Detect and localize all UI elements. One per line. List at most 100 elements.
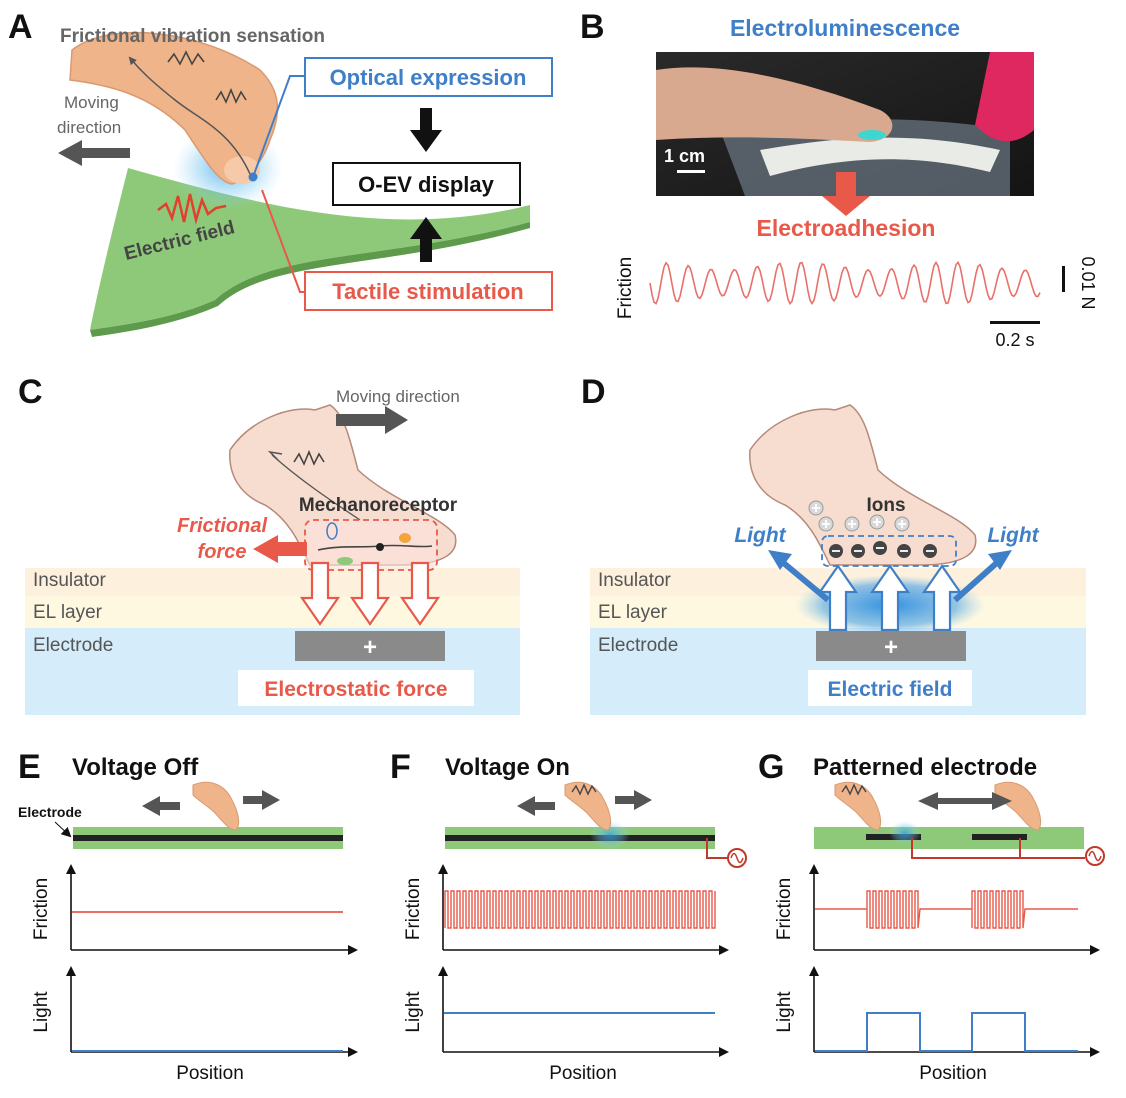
finger-g-1 [834,781,882,831]
electroadhesion-label: Electroadhesion [757,215,936,241]
optical-connector [252,75,305,178]
panel-d: D Insulator EL layer Electrode Ions [581,373,1086,715]
electrode-pad-2 [972,834,1027,840]
field-arrow-3 [921,564,963,632]
vibration-squiggle-f [571,783,597,796]
tactile-box [304,271,553,311]
panel-label-e: E [18,748,41,786]
electric-field-label-d: Electric field [828,678,953,701]
vibration-squiggle-2 [215,87,247,104]
panel-label-a: A [8,8,33,46]
friction-trace-f [444,890,716,929]
friction-trace-b [649,260,1041,306]
tactile-stimulation: Tactile stimulation [332,279,524,304]
light-label-e: Light [31,991,52,1033]
time-scale-bar [990,321,1040,324]
light-label-f: Light [403,991,424,1033]
light-arrow-left [778,557,830,603]
title-f: Voltage On [445,754,570,781]
electrode-block-c [295,631,445,661]
oev-display: O-EV display [358,172,494,197]
down-arrow-a [410,108,442,152]
field-label-box [808,670,972,706]
force-scale-bar [1062,266,1065,292]
field-arrow-1 [817,564,859,632]
scale-bar-photo [677,170,705,173]
receptor-green [337,557,353,565]
light-label-left: Light [734,524,786,547]
photo-glow [858,130,886,140]
position-label-g: Position [919,1063,987,1084]
force-arrow-2 [349,561,391,626]
moving-arrow-c [336,406,408,434]
panel-f: F Voltage On Friction Light Position [390,748,747,1084]
friction-label-e: Friction [31,878,52,940]
moving-direction-a-1: Moving [64,93,119,112]
finger-e [192,781,240,831]
force-scale-label: 0.01 N [1078,256,1098,309]
vibration-squiggle-1 [167,50,205,66]
frictional-force-arrow [253,535,307,563]
title-a: Frictional vibration sensation [60,26,325,47]
arrow-left-e [142,796,180,816]
finger-a [69,31,279,185]
tactile-connector [261,189,305,293]
light-trace-g [815,1012,1078,1052]
friction-label-g: Friction [774,878,795,940]
panel-e: E Voltage Off Electrode Friction Light P… [18,748,358,1084]
moving-direction-a-2: direction [57,118,121,137]
el-layer-c [25,596,520,628]
light-arrow-right-head [988,550,1012,570]
frictional-force-2: force [198,541,247,563]
ac-sine-icon-g [1088,850,1102,862]
panel-b: B Electroluminescence 1 cm Electroadhesi… [580,8,1098,350]
light-arrow-right [953,557,1002,603]
arrow-right-e [243,790,280,810]
electrode-label-d: Electrode [598,635,678,656]
light-label-right: Light [987,524,1039,547]
plus-c: + [363,634,377,661]
source-wire-f [706,838,728,859]
scale-1cm: 1 cm [664,146,705,166]
receptor-node [376,543,384,551]
time-scale-label: 0.2 s [995,330,1034,350]
insulator-label-c: Insulator [33,570,107,591]
insulator-layer-c [25,568,520,596]
force-arrow-3 [399,561,441,626]
el-layer-label-c: EL layer [33,602,103,623]
substrate-g [814,827,1084,849]
panel-g: G Patterned electrode Friction Light Pos… [758,748,1105,1084]
field-arrow-2 [869,564,911,632]
friction-label-b: Friction [615,257,636,319]
panel-label-g: G [758,748,784,786]
optical-expression: Optical expression [330,65,527,90]
electrode-pointer-e [54,821,72,838]
electroadhesion-arrow [822,172,870,216]
photo-film [760,137,1000,176]
light-arrow-left-head [768,550,792,570]
electrode-strip-e [73,835,343,841]
vibration-squiggle-c [293,449,325,466]
electric-wave-a [157,193,227,225]
moving-arrow-a [58,140,130,166]
photo-probe [975,52,1034,142]
receptor-orange [399,533,411,543]
photo-finger [656,67,893,142]
panel-label-d: D [581,373,606,411]
receptor-blue [326,522,338,540]
arrow-right-f [615,790,652,810]
light-label-g: Light [774,991,795,1033]
panel-a: A Frictional vibration sensation Moving … [8,8,553,337]
friction-trace-g [815,890,1078,929]
insulator-label-d: Insulator [598,570,672,591]
pattern-wire-g [911,838,1021,859]
plus-d: + [884,634,898,661]
ac-sine-icon-f [730,852,744,864]
electrode-strip-f [445,835,715,841]
vibration-squiggle-g [841,783,867,796]
electrode-block-d [816,631,966,661]
panel-label-b: B [580,8,605,46]
finger-f [564,781,612,831]
panel-c: C Insulator EL layer Electrode Mechanore… [18,373,520,715]
